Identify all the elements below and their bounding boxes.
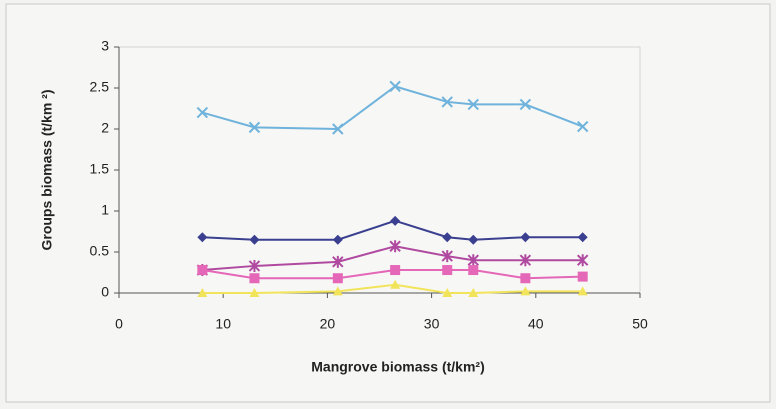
marker [248,121,261,134]
marker [467,98,479,111]
marker [248,259,261,272]
marker [389,80,401,93]
marker [577,271,588,282]
marker [442,288,453,297]
series-line [202,245,583,272]
marker [390,279,401,289]
series-line [202,85,584,131]
series-line [202,269,583,280]
marker [332,123,344,135]
marker [467,254,479,267]
y-axis-title: Groups biomass (t/km ²) [39,89,55,250]
y-tick-label: 0.5 [90,243,110,259]
y-tick-label: 0 [101,284,109,300]
marker [249,273,260,284]
y-tick-label: 2 [101,120,109,136]
marker [577,232,588,243]
y-tick-label: 1.5 [90,161,110,177]
marker [519,254,532,267]
marker [197,265,208,276]
marker [197,288,208,297]
marker [441,250,453,263]
marker [576,120,589,133]
x-tick-label: 0 [115,316,123,332]
marker [577,286,588,296]
marker [468,288,479,297]
marker [576,254,589,267]
marker [468,265,479,276]
marker [197,232,208,243]
y-tick-label: 3 [101,38,109,54]
marker [519,98,532,111]
marker [520,286,531,296]
marker [468,234,479,245]
x-tick-label: 20 [320,316,336,332]
marker [390,215,401,226]
marker [390,265,401,276]
marker [332,273,343,284]
marker [441,96,453,108]
y-tick-label: 1 [101,202,109,218]
x-tick-label: 10 [215,316,231,332]
plot-area [118,46,641,294]
marker [442,265,453,276]
marker [520,273,531,284]
series-line [202,283,583,294]
marker [332,234,343,245]
marker [520,232,531,243]
marker [389,240,401,253]
x-tick-label: 30 [424,316,440,332]
marker [332,255,344,268]
series-line [202,219,583,241]
marker [249,234,260,245]
y-tick-label: 2.5 [90,79,110,95]
marker [249,288,260,297]
marker [442,232,453,243]
x-axis-title: Mangrove biomass (t/km²) [311,359,484,375]
marker [332,286,343,296]
x-tick-label: 50 [632,316,648,332]
x-tick-label: 40 [528,316,544,332]
marker [196,106,209,119]
